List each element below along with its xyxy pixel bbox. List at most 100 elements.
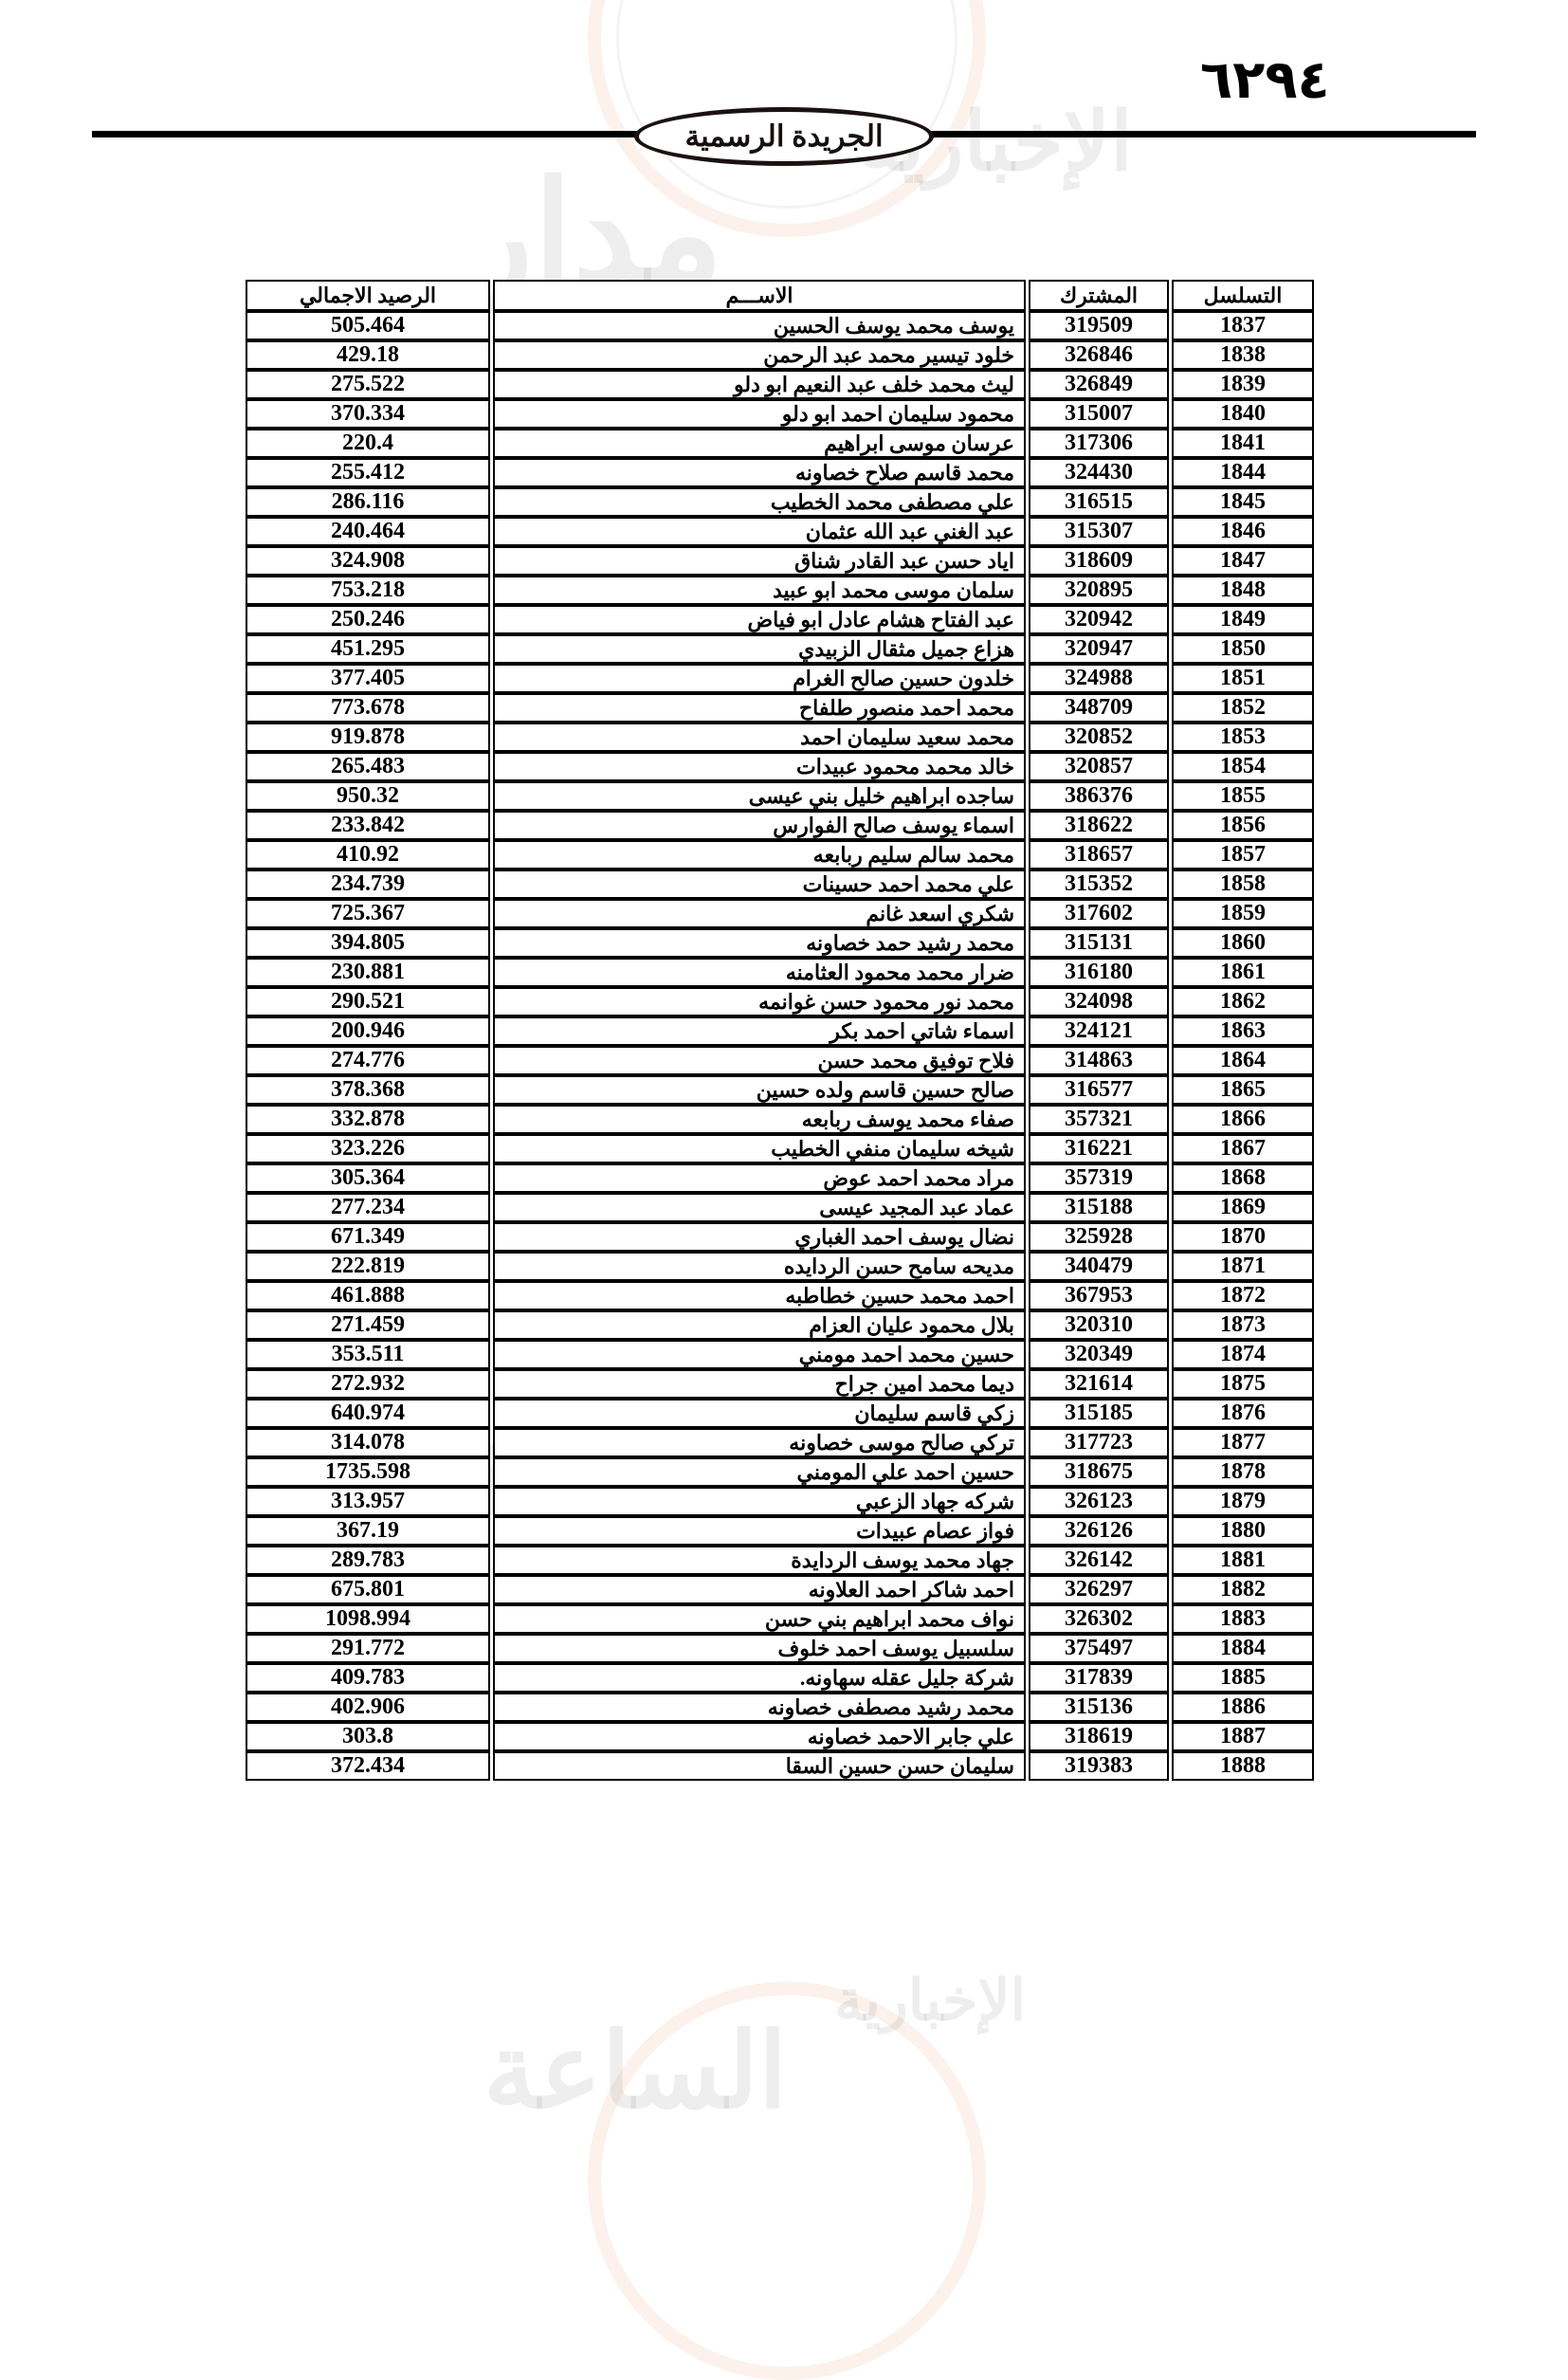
cell-sequence: 1875 [1172, 1369, 1314, 1399]
cell-subscriber: 314863 [1029, 1046, 1169, 1075]
cell-total-balance: 220.4 [246, 429, 490, 458]
cell-total-balance: 222.819 [246, 1252, 490, 1281]
cell-sequence: 1840 [1172, 399, 1314, 429]
cell-name: اسماء شاتي احمد بكر [493, 1016, 1026, 1046]
cell-total-balance: 919.878 [246, 723, 490, 752]
table-row: 1854 320857 خالد محمد محمود عبيدات 265.483 [246, 752, 1314, 781]
cell-subscriber: 317839 [1029, 1663, 1169, 1693]
cell-sequence: 1863 [1172, 1016, 1314, 1046]
cell-name: محمد احمد منصور طلفاح [493, 693, 1026, 723]
masthead-oval-frame: الجريدة الرسمية [634, 107, 934, 166]
cell-total-balance: 410.92 [246, 840, 490, 870]
table-row: 1870 325928 نضال يوسف احمد الغباري 671.349 [246, 1222, 1314, 1252]
cell-sequence: 1879 [1172, 1487, 1314, 1516]
table-row: 1860 315131 محمد رشيد حمد خصاونه 394.805 [246, 928, 1314, 958]
cell-subscriber: 318675 [1029, 1457, 1169, 1487]
cell-sequence: 1884 [1172, 1634, 1314, 1663]
cell-total-balance: 370.334 [246, 399, 490, 429]
column-header-name: الاســـم [493, 280, 1026, 311]
cell-subscriber: 324988 [1029, 664, 1169, 693]
cell-total-balance: 353.511 [246, 1340, 490, 1369]
table-row: 1869 315188 عماد عبد المجيد عيسى 277.234 [246, 1193, 1314, 1222]
cell-total-balance: 332.878 [246, 1105, 490, 1134]
cell-total-balance: 675.801 [246, 1575, 490, 1604]
cell-name: سلمان موسى محمد ابو عبيد [493, 576, 1026, 605]
cell-sequence: 1886 [1172, 1693, 1314, 1722]
cell-subscriber: 315307 [1029, 517, 1169, 546]
cell-subscriber: 319509 [1029, 311, 1169, 340]
cell-name: علي محمد احمد حسينات [493, 870, 1026, 899]
cell-total-balance: 753.218 [246, 576, 490, 605]
table-row: 1876 315185 زكي قاسم سليمان 640.974 [246, 1399, 1314, 1428]
cell-sequence: 1873 [1172, 1310, 1314, 1340]
cell-sequence: 1872 [1172, 1281, 1314, 1310]
cell-name: ساجده ابراهيم خليل بني عيسى [493, 781, 1026, 811]
cell-total-balance: 402.906 [246, 1693, 490, 1722]
table-row: 1868 357319 مراد محمد احمد عوض 305.364 [246, 1163, 1314, 1193]
cell-name: شيخه سليمان منفي الخطيب [493, 1134, 1026, 1163]
cell-name: شركة جليل عقله سهاونه. [493, 1663, 1026, 1693]
cell-total-balance: 773.678 [246, 693, 490, 723]
cell-sequence: 1866 [1172, 1105, 1314, 1134]
cell-name: محمد سعيد سليمان احمد [493, 723, 1026, 752]
cell-total-balance: 303.8 [246, 1722, 490, 1751]
table-row: 1878 318675 حسين احمد علي المومني 1735.598 [246, 1457, 1314, 1487]
table-row: 1841 317306 عرسان موسى ابراهيم 220.4 [246, 429, 1314, 458]
cell-name: عبد الغني عبد الله عثمان [493, 517, 1026, 546]
cell-subscriber: 326302 [1029, 1604, 1169, 1634]
page-title: الجريدة الرسمية [684, 119, 884, 153]
cell-total-balance: 394.805 [246, 928, 490, 958]
cell-subscriber: 316577 [1029, 1075, 1169, 1105]
cell-subscriber: 315136 [1029, 1693, 1169, 1722]
cell-name: محمود سليمان احمد ابو دلو [493, 399, 1026, 429]
cell-sequence: 1848 [1172, 576, 1314, 605]
cell-total-balance: 290.521 [246, 987, 490, 1016]
table-row: 1850 320947 هزاع جميل مثقال الزبيدي 451.295 [246, 634, 1314, 664]
cell-sequence: 1882 [1172, 1575, 1314, 1604]
cell-subscriber: 315352 [1029, 870, 1169, 899]
cell-total-balance: 255.412 [246, 458, 490, 487]
watermark-clock-bottom-icon [588, 1982, 986, 2380]
cell-sequence: 1871 [1172, 1252, 1314, 1281]
cell-name: شركه جهاد الزعبي [493, 1487, 1026, 1516]
cell-subscriber: 348709 [1029, 693, 1169, 723]
cell-total-balance: 323.226 [246, 1134, 490, 1163]
cell-total-balance: 372.434 [246, 1751, 490, 1781]
cell-name: مراد محمد احمد عوض [493, 1163, 1026, 1193]
table-row: 1867 316221 شيخه سليمان منفي الخطيب 323.226 [246, 1134, 1314, 1163]
cell-sequence: 1853 [1172, 723, 1314, 752]
cell-subscriber: 320947 [1029, 634, 1169, 664]
cell-sequence: 1852 [1172, 693, 1314, 723]
column-header-total-balance: الرصيد الاجمالي [246, 280, 490, 311]
cell-subscriber: 320895 [1029, 576, 1169, 605]
table-row: 1862 324098 محمد نور محمود حسن غوانمه 290.5… [246, 987, 1314, 1016]
cell-total-balance: 314.078 [246, 1428, 490, 1457]
cell-name: زكي قاسم سليمان [493, 1399, 1026, 1428]
table-row: 1859 317602 شكري اسعد غانم 725.367 [246, 899, 1314, 928]
table-row: 1861 316180 ضرار محمد محمود العثامنه 230.88… [246, 958, 1314, 987]
table-row: 1881 326142 جهاد محمد يوسف الردايدة 289.783 [246, 1546, 1314, 1575]
cell-subscriber: 315188 [1029, 1193, 1169, 1222]
cell-sequence: 1847 [1172, 546, 1314, 576]
column-header-subscriber: المشترك [1029, 280, 1169, 311]
cell-sequence: 1838 [1172, 340, 1314, 370]
table-row: 1858 315352 علي محمد احمد حسينات 234.739 [246, 870, 1314, 899]
cell-sequence: 1855 [1172, 781, 1314, 811]
cell-name: صفاء محمد يوسف ربابعه [493, 1105, 1026, 1134]
cell-name: محمد قاسم صلاح خصاونه [493, 458, 1026, 487]
cell-subscriber: 357321 [1029, 1105, 1169, 1134]
cell-sequence: 1850 [1172, 634, 1314, 664]
cell-sequence: 1876 [1172, 1399, 1314, 1428]
cell-subscriber: 326849 [1029, 370, 1169, 399]
cell-sequence: 1851 [1172, 664, 1314, 693]
cell-subscriber: 320852 [1029, 723, 1169, 752]
table-row: 1857 318657 محمد سالم سليم ربابعه 410.92 [246, 840, 1314, 870]
table-row: 1871 340479 مديحه سامح حسن الردايده 222.819 [246, 1252, 1314, 1281]
cell-name: خلود تيسير محمد عبد الرحمن [493, 340, 1026, 370]
cell-sequence: 1864 [1172, 1046, 1314, 1075]
table-row: 1866 357321 صفاء محمد يوسف ربابعه 332.878 [246, 1105, 1314, 1134]
cell-subscriber: 340479 [1029, 1252, 1169, 1281]
cell-name: نضال يوسف احمد الغباري [493, 1222, 1026, 1252]
cell-subscriber: 318609 [1029, 546, 1169, 576]
cell-subscriber: 326297 [1029, 1575, 1169, 1604]
